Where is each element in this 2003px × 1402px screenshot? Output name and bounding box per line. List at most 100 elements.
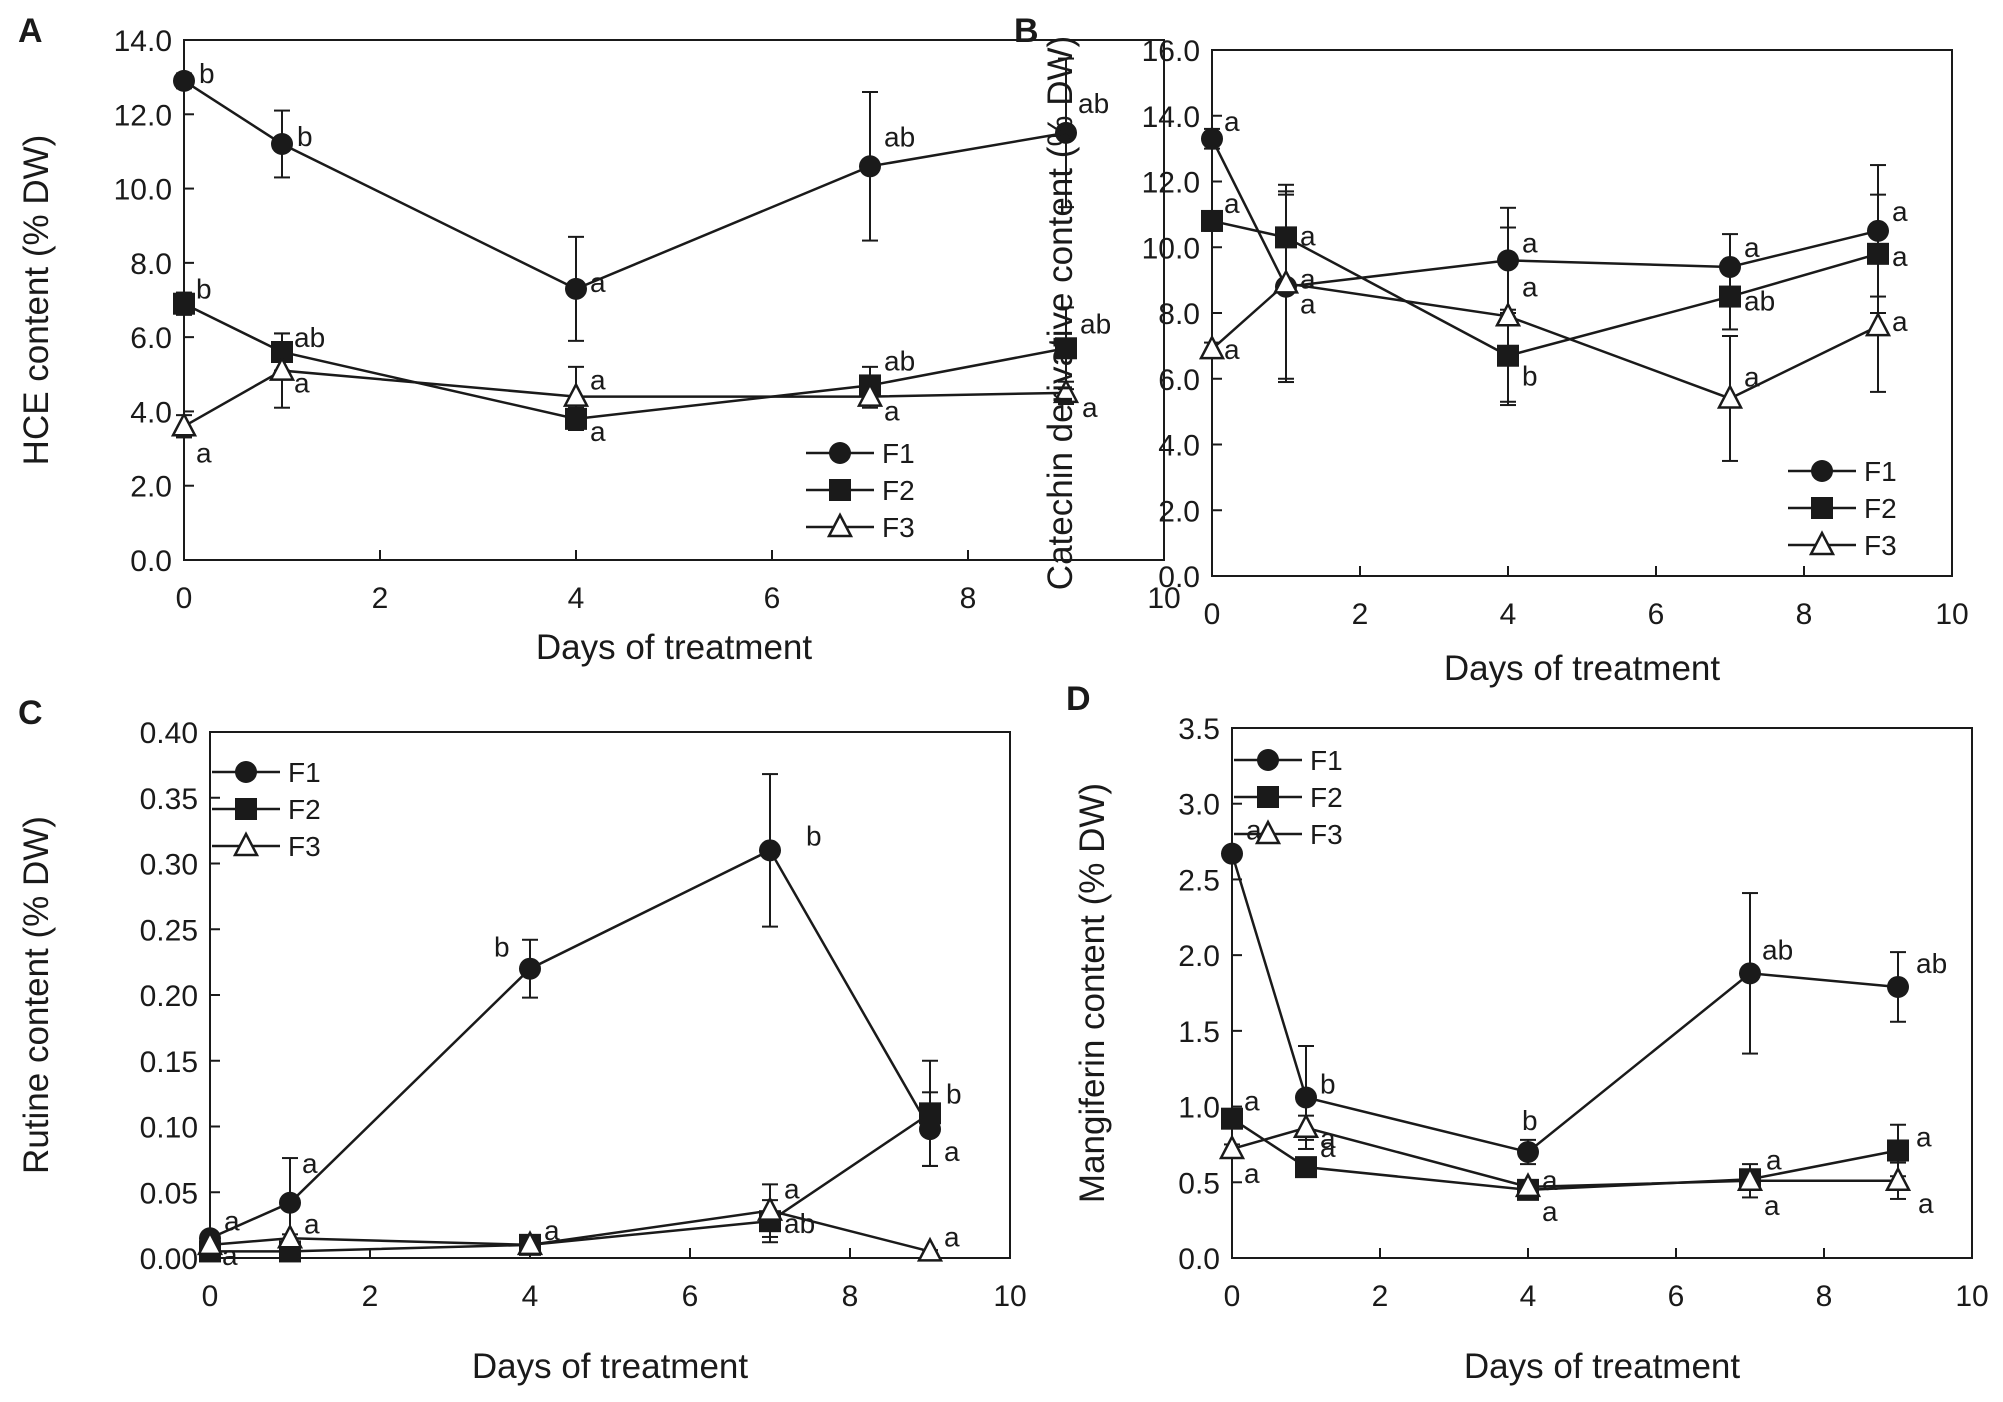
legend-marker	[1257, 749, 1279, 771]
plot-frame	[183, 39, 1165, 561]
significance-label: a	[590, 416, 606, 447]
y-tick-label: 12.0	[114, 99, 172, 132]
data-point	[1292, 1113, 1320, 1139]
x-tick-label: 10	[1147, 582, 1180, 615]
legend-marker	[826, 512, 854, 538]
y-tick-label: 0.20	[140, 980, 198, 1013]
y-axis-title: HCE content (% DW)	[17, 135, 56, 466]
panel-A: A 0.0 2.0 4.0 6.0 8.0 10.0 12.0 14.0 0 2 4 6 8 10 Days …	[17, 12, 1181, 667]
data-point	[1052, 378, 1080, 404]
y-tick-label: 1.5	[1178, 1016, 1220, 1049]
y-tick-label: 0.10	[140, 1112, 198, 1145]
panel-letter: C	[18, 694, 43, 732]
significance-label: a	[1246, 815, 1262, 846]
data-point	[276, 1223, 304, 1249]
x-tick-label: 4	[1500, 598, 1517, 631]
legend-marker	[1811, 497, 1833, 519]
x-tick-label: 6	[1648, 598, 1665, 631]
data-point	[1517, 1141, 1539, 1163]
legend-marker	[232, 831, 260, 857]
panel-C: C 0.00 0.05 0.10 0.15 0.20 0.25 0.30 0.35 0.40 0 2 4…	[17, 694, 1027, 1386]
significance-label: a	[1522, 227, 1538, 258]
legend: F1 F2 F3	[1234, 745, 1343, 850]
data-point	[1295, 1086, 1317, 1109]
significance-label: a	[1892, 196, 1908, 227]
significance-label: b	[297, 121, 313, 152]
significance-label: a	[304, 1208, 320, 1239]
data-point	[919, 1102, 941, 1125]
x-tick-label: 8	[960, 582, 977, 615]
y-tick-label: 0.05	[140, 1177, 198, 1210]
data-point	[859, 155, 881, 178]
data-point	[519, 957, 541, 980]
y-tick-label: 14.0	[114, 25, 172, 58]
significance-label: a	[1300, 288, 1316, 319]
panel-letter: D	[1066, 680, 1091, 718]
y-tick-label: 2.0	[1158, 495, 1200, 528]
y-tick-label: 1.0	[1178, 1092, 1220, 1125]
legend-label: F2	[288, 794, 321, 825]
y-tick-label: 8.0	[1158, 298, 1200, 331]
y-tick-label: 14.0	[1142, 101, 1200, 134]
data-point	[1221, 1107, 1243, 1130]
x-tick-label: 2	[372, 582, 389, 615]
data-point	[1864, 311, 1892, 337]
significance-label: a	[784, 1174, 800, 1205]
data-point	[173, 69, 195, 92]
legend-label: F2	[1864, 493, 1897, 524]
data-point	[1887, 1139, 1909, 1162]
x-tick-label: 10	[1955, 1280, 1988, 1313]
legend-label: F1	[882, 438, 915, 469]
data-point	[759, 839, 781, 862]
significance-label: b	[494, 932, 510, 963]
significance-label: a	[590, 365, 606, 396]
data-point	[565, 277, 587, 300]
significance-label: a	[1224, 106, 1240, 137]
significance-label: a	[1244, 1086, 1260, 1117]
legend-marker	[829, 442, 851, 464]
significance-label: a	[1542, 1165, 1558, 1196]
x-tick-label: 4	[1520, 1280, 1537, 1313]
x-tick-label: 8	[1816, 1280, 1833, 1313]
legend-marker	[1808, 530, 1836, 556]
significance-label: ab	[1078, 88, 1109, 119]
x-tick-label: 10	[1935, 598, 1968, 631]
significance-label: b	[199, 58, 215, 89]
legend-label: F1	[1310, 745, 1343, 776]
data-point	[196, 1230, 224, 1256]
significance-label: a	[1244, 1158, 1260, 1189]
y-tick-label: 16.0	[1142, 35, 1200, 68]
significance-label: a	[1892, 306, 1908, 337]
significance-label: ab	[1916, 948, 1947, 979]
significance-label: b	[1522, 361, 1538, 392]
significance-label: ab	[1080, 308, 1111, 339]
significance-label: ab	[884, 121, 915, 152]
significance-label: a	[1522, 271, 1538, 302]
y-tick-label: 10.0	[114, 174, 172, 207]
legend-marker	[235, 798, 257, 820]
series-F2: b ab a ab ab	[173, 274, 1111, 447]
legend: F1 F2 F3	[806, 438, 915, 543]
series-line	[1230, 853, 1899, 1154]
significance-label: b	[806, 820, 822, 851]
significance-label: a	[944, 1136, 960, 1167]
significance-label: a	[1224, 334, 1240, 365]
legend-label: F2	[1310, 782, 1343, 813]
data-point	[756, 1195, 784, 1221]
y-tick-label: 2.0	[1178, 940, 1220, 973]
data-point	[1867, 242, 1889, 265]
data-point	[1716, 383, 1744, 409]
y-tick-label: 0.0	[1158, 561, 1200, 594]
legend-marker	[1257, 786, 1279, 808]
panel-D: D 0.0 0.5 1.0 1.5 2.0 2.5 3.0 3.5 0 2 4 6 8 10 Days of …	[1066, 680, 1989, 1386]
data-point	[1221, 842, 1243, 865]
significance-label: a	[1082, 392, 1098, 423]
x-tick-label: 2	[362, 1280, 379, 1313]
x-tick-label: 0	[1204, 598, 1221, 631]
significance-label: a	[1918, 1188, 1934, 1219]
data-point	[1055, 121, 1077, 144]
significance-label: a	[1892, 241, 1908, 272]
data-point	[1887, 975, 1909, 998]
